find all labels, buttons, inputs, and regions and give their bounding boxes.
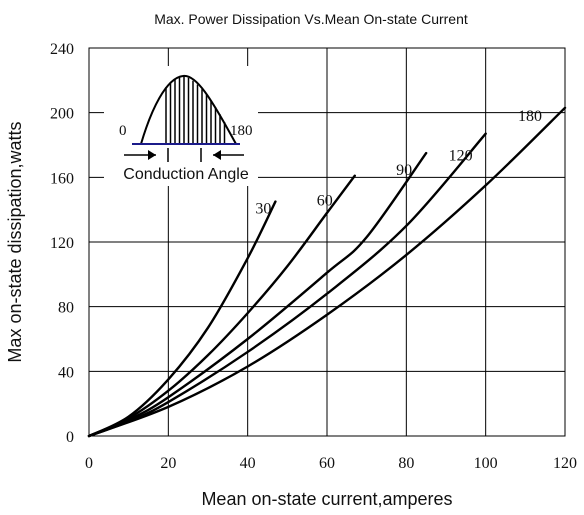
inset-hatch	[165, 76, 226, 144]
series-line-60	[87, 174, 356, 438]
series-line-90	[87, 151, 428, 438]
tick-labels: 0 20 40 60 80 100 120 0 40 80 120 160 200 240	[50, 41, 577, 472]
x-tick-label: 120	[553, 455, 577, 472]
x-tick-label: 0	[85, 455, 93, 472]
series-line-180	[87, 106, 567, 438]
x-tick-label: 20	[160, 455, 176, 472]
y-tick-label: 160	[50, 170, 74, 187]
y-tick-label: 120	[50, 235, 74, 252]
inset-arrow-left-head	[148, 150, 156, 160]
y-axis-label: Max on-state dissipation,watts	[5, 121, 25, 362]
curve-labels: 30 60 90 120 180	[255, 108, 542, 218]
series-label-180: 180	[518, 108, 542, 125]
x-tick-label: 80	[398, 455, 414, 472]
series-group	[87, 106, 567, 438]
y-tick-label: 0	[66, 429, 74, 446]
series-label-30: 30	[255, 201, 271, 218]
inset-caption: Conduction Angle	[123, 166, 249, 183]
series-label-120: 120	[449, 148, 473, 165]
y-tick-label: 200	[50, 106, 74, 123]
series-label-60: 60	[317, 193, 333, 210]
series-line-30	[87, 200, 277, 438]
grid	[89, 48, 565, 436]
series-label-90: 90	[396, 162, 412, 179]
conduction-angle-inset: 0 180 Conduction Angle	[104, 66, 258, 186]
x-axis-label: Mean on-state current,amperes	[201, 489, 452, 509]
inset-right-label: 180	[230, 123, 253, 139]
y-tick-label: 240	[50, 41, 74, 58]
inset-background	[104, 66, 258, 186]
x-tick-label: 60	[319, 455, 335, 472]
chart-title: Max. Power Dissipation Vs.Mean On-state …	[154, 11, 468, 27]
inset-arrow-right-head	[213, 150, 221, 160]
x-tick-label: 40	[240, 455, 256, 472]
y-tick-label: 80	[58, 300, 74, 317]
inset-left-label: 0	[119, 123, 127, 139]
y-tick-label: 40	[58, 364, 74, 381]
inset-waveform	[140, 74, 237, 145]
x-tick-label: 100	[474, 455, 498, 472]
